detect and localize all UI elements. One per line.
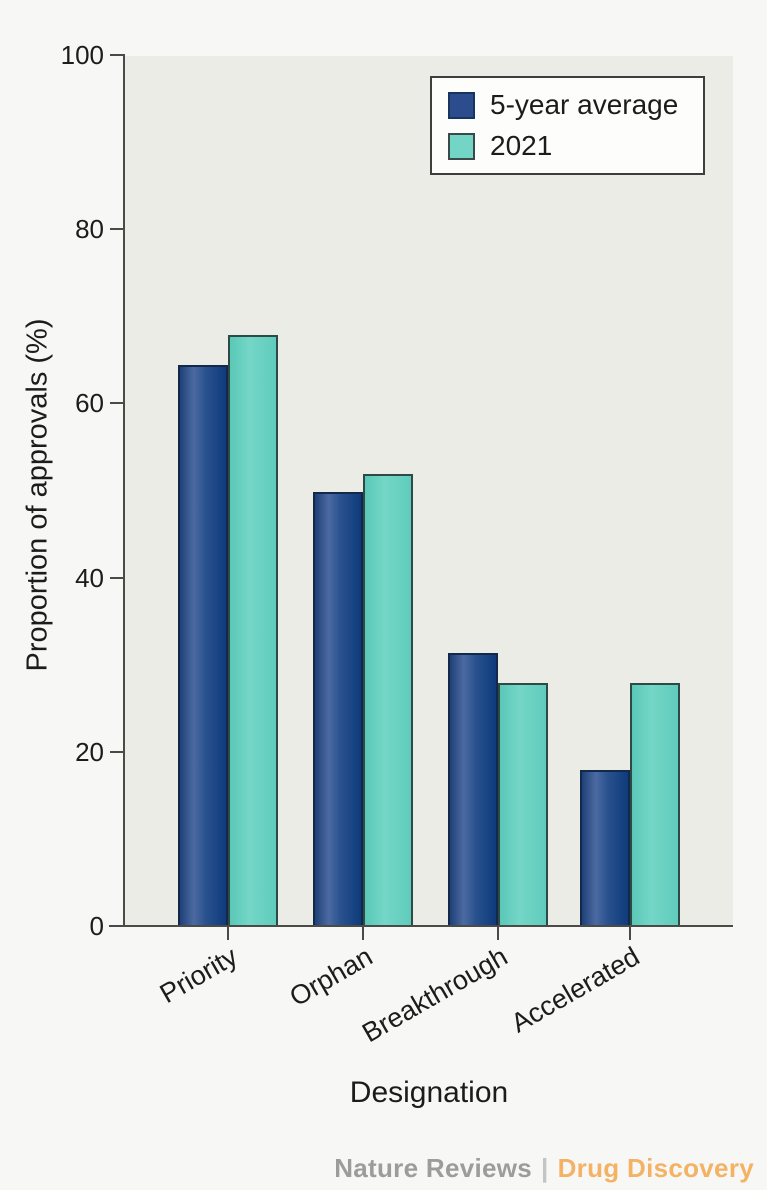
y-axis-line [123,54,125,927]
x-tick-label: Accelerated [506,941,645,1039]
bar-5-year-average-breakthrough [447,652,498,927]
legend-label: 2021 [490,130,553,161]
y-tick-mark [110,228,124,231]
x-tick-label: Breakthrough [356,941,513,1049]
journal-footer: Nature Reviews | Drug Discovery [334,1153,754,1184]
x-tick-mark [629,927,632,940]
bar-5-year-average-orphan [312,491,363,927]
bar-2021-orphan [362,474,413,927]
x-tick-mark [361,927,364,940]
bar-5-year-average-accelerated [580,770,631,927]
y-tick-label: 40 [75,562,104,593]
y-tick-label: 100 [60,40,104,70]
bar-2021-priority [228,334,279,927]
legend: 5-year average 2021 [430,76,705,175]
bar-2021-accelerated [630,683,681,927]
bar-2021-breakthrough [497,683,548,927]
y-tick-mark [110,576,124,579]
y-tick-mark [110,402,124,405]
bar-5-year-average-priority [178,365,229,927]
footer-journal-name: Nature Reviews [334,1153,533,1183]
x-axis-line [109,925,733,927]
x-tick-mark [496,927,499,940]
y-tick-mark [110,54,124,56]
legend-row: 5-year average [448,91,703,119]
y-tick-label: 20 [75,736,104,767]
legend-row: 2021 [448,132,703,160]
x-axis-title: Designation [349,1076,509,1109]
footer-publication-title: Drug Discovery [557,1153,754,1183]
x-tick-mark [227,927,230,940]
y-tick-label: 60 [75,388,104,419]
y-axis-title: Proportion of approvals (%) [21,318,54,672]
footer-separator: | [541,1153,549,1183]
plot-area [125,56,733,927]
y-tick-label: 80 [75,214,104,245]
legend-label: 5-year average [490,89,679,120]
x-tick-label: Priority [155,941,243,1010]
y-tick-mark [110,750,124,753]
y-tick-label: 0 [89,911,104,941]
x-tick-label: Orphan [284,941,378,1013]
legend-swatch-5-year-average [448,91,475,119]
legend-swatch-2021 [448,132,475,160]
